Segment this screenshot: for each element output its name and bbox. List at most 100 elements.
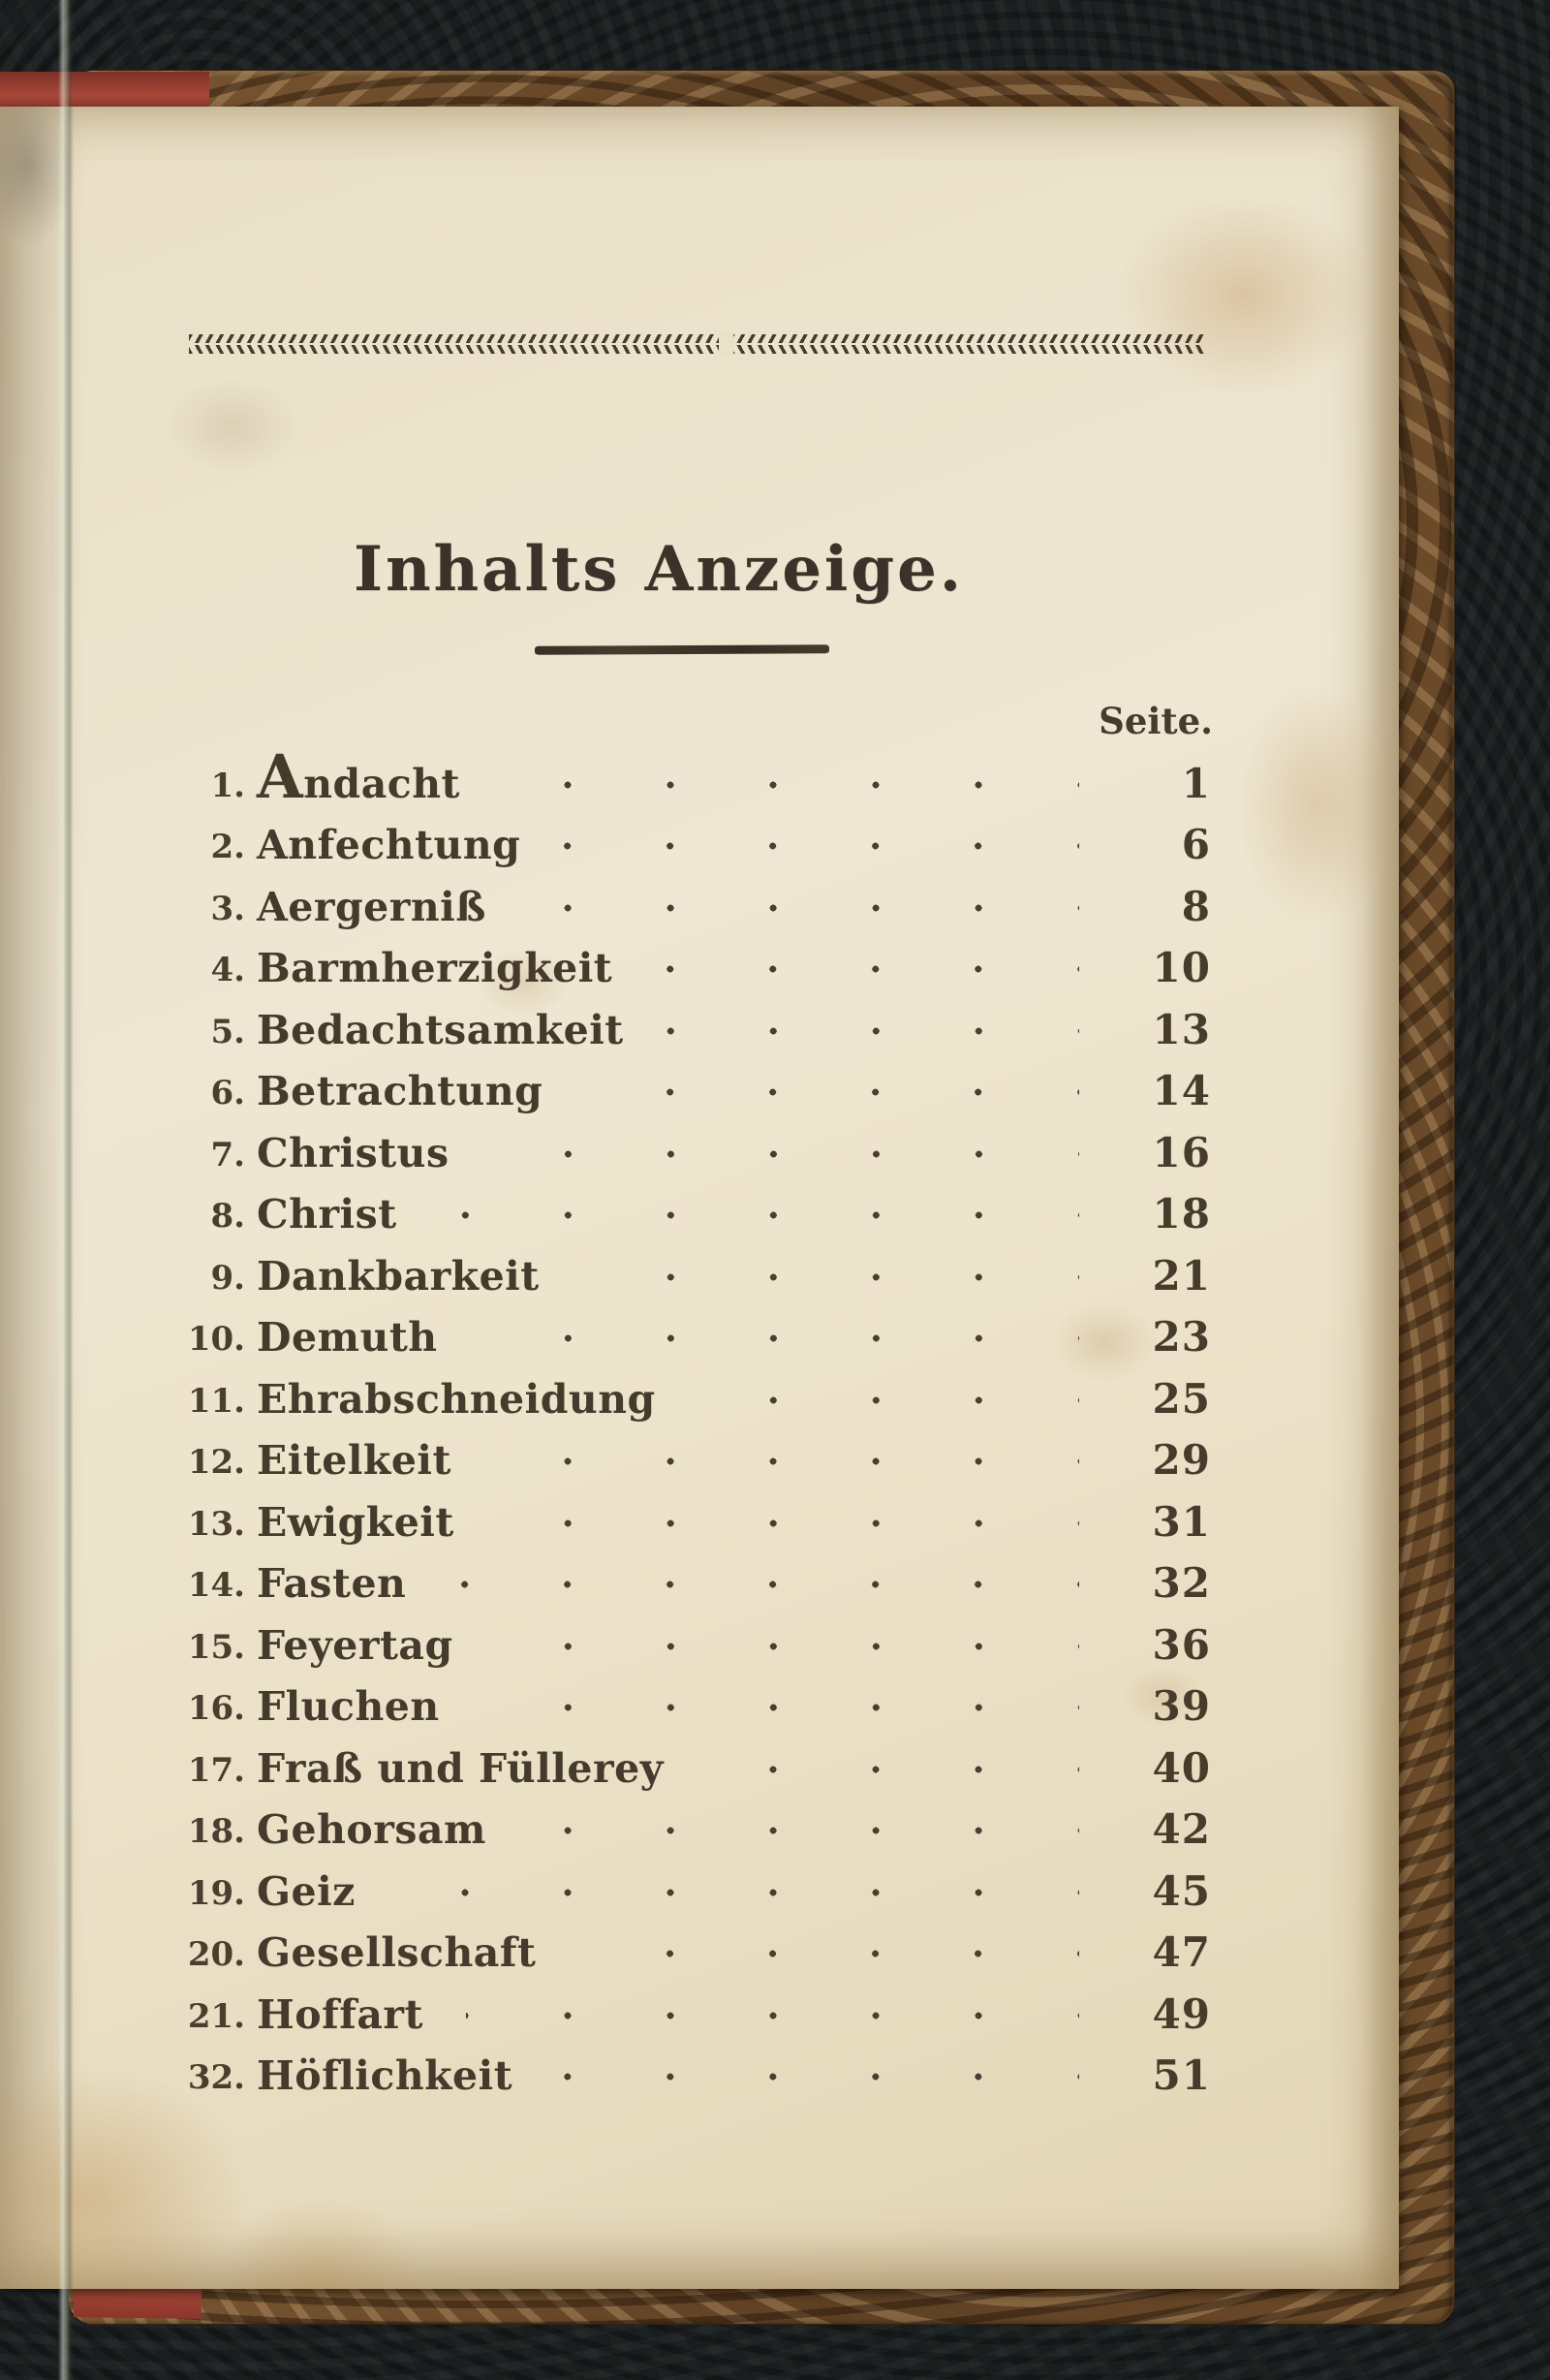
- dot-leader: [495, 1622, 1079, 1666]
- toc-entry-page: 29: [1152, 1436, 1211, 1484]
- toc-entry-label: Feyertag: [257, 1621, 453, 1669]
- dot-leader: [465, 1991, 1079, 2035]
- column-header-seite: Seite.: [1099, 700, 1213, 742]
- toc-entry-label: Höflichkeit: [257, 2052, 513, 2099]
- toc-entry-page: 45: [1152, 1866, 1211, 1915]
- toc-list: 1. Andacht 1 2. Anfechtung 6 3. Aergerniß 8 4. Bar…: [179, 740, 1211, 2099]
- toc-row: 13. Ewigkeit 31: [179, 1481, 1211, 1543]
- toc-entry-number: 11.: [187, 1381, 245, 1421]
- toc-entry-number: 15.: [187, 1627, 245, 1667]
- toc-entry-number: 17.: [187, 1750, 245, 1790]
- dot-leader: [481, 1684, 1079, 1727]
- toc-row: 14. Fasten 32: [179, 1543, 1211, 1607]
- toc-entry-page: 36: [1152, 1620, 1211, 1669]
- toc-entry-number: 6.: [210, 1074, 246, 1113]
- toc-entry-page: 6: [1181, 821, 1211, 868]
- toc-entry-label: Christ: [257, 1191, 397, 1237]
- toc-row: 1. Andacht 1: [179, 740, 1211, 812]
- toc-entry-label: Fasten: [257, 1560, 407, 1607]
- toc-entry-label: Eitelkeit: [257, 1437, 451, 1484]
- toc-entry-label: Aergerniß: [257, 883, 486, 930]
- toc-entry-label: Ehrabschneidung: [257, 1375, 656, 1423]
- toc-entry-page: 1: [1181, 759, 1211, 807]
- toc-entry-number: 32.: [187, 2058, 245, 2098]
- toc-entry-number: 3.: [210, 889, 246, 928]
- toc-entry-number: 5.: [210, 1012, 246, 1051]
- toc-entry-label: Christus: [257, 1129, 450, 1176]
- dot-leader: [578, 1930, 1079, 1973]
- toc-entry-number: 12.: [187, 1443, 245, 1483]
- toc-entry-number: 20.: [187, 1935, 245, 1975]
- toc-entry-number: 14.: [187, 1566, 245, 1606]
- toc-entry-label: Anfechtung: [257, 822, 521, 868]
- dot-leader: [585, 1069, 1079, 1112]
- dot-leader: [705, 1745, 1079, 1789]
- toc-row: 19. Geiz 45: [179, 1850, 1211, 1912]
- toc-row: 4. Barmherzigkeit 10: [179, 927, 1211, 991]
- dot-leader: [439, 1192, 1079, 1235]
- toc-entry-label: Andacht: [257, 740, 460, 812]
- toc-row: 8. Christ 18: [179, 1174, 1211, 1237]
- toc-entry-page: 39: [1152, 1682, 1211, 1730]
- toc-entry-number: 8.: [210, 1197, 246, 1237]
- page-title: Inhalts Anzeige.: [354, 533, 964, 606]
- toc-entry-label: Betrachtung: [257, 1068, 543, 1114]
- toc-entry-label: Gehorsam: [257, 1806, 486, 1853]
- toc-entry-number: 16.: [187, 1689, 245, 1729]
- toc-entry-page: 25: [1152, 1374, 1211, 1423]
- toc-entry-page: 13: [1152, 1005, 1211, 1053]
- dot-leader: [555, 2053, 1079, 2096]
- toc-entry-label: Fluchen: [257, 1683, 440, 1730]
- toc-row: 21. Hoffart 49: [179, 1973, 1211, 2035]
- toc-entry-number: 7.: [210, 1135, 246, 1174]
- toc-row: 17. Fraß und Füllerey 40: [179, 1727, 1211, 1789]
- toc-entry-page: 10: [1152, 944, 1211, 991]
- toc-entry-number: 13.: [187, 1504, 245, 1544]
- toc-entry-page: 31: [1152, 1497, 1211, 1546]
- dot-leader: [502, 761, 1079, 804]
- toc-row: 7. Christus 16: [179, 1112, 1211, 1174]
- dot-leader: [491, 1130, 1079, 1174]
- toc-row: 10. Demuth 23: [179, 1297, 1211, 1361]
- toc-entry-page: 32: [1152, 1559, 1211, 1607]
- toc-entry-page: 18: [1152, 1190, 1211, 1237]
- toc-entry-label: Gesellschaft: [257, 1929, 537, 1976]
- toc-row: 5. Bedachtsamkeit 13: [179, 988, 1211, 1050]
- toc-row: 9. Dankbarkeit 21: [179, 1235, 1211, 1297]
- toc-entry-label: Hoffart: [257, 1990, 423, 2038]
- toc-entry-number: 10.: [187, 1320, 245, 1360]
- dot-leader: [480, 1315, 1079, 1358]
- title-block: Inhalts Anzeige.: [58, 533, 1259, 606]
- toc-entry-page: 16: [1152, 1128, 1211, 1176]
- toc-entry-page: 51: [1152, 2051, 1211, 2099]
- toc-entry-number: 1.: [210, 766, 246, 805]
- toc-entry-number: 19.: [187, 1873, 245, 1913]
- ornamental-rule-gap: [719, 332, 733, 356]
- toc-row: 3. Aergerniß 8: [179, 865, 1211, 927]
- dot-leader: [563, 823, 1079, 865]
- toc-row: 6. Betrachtung 14: [179, 1050, 1211, 1112]
- toc-row: 32. Höflichkeit 51: [179, 2035, 1211, 2099]
- toc-entry-label: Barmherzigkeit: [257, 945, 613, 991]
- toc-entry-page: 23: [1152, 1313, 1211, 1361]
- dot-leader: [528, 1807, 1079, 1850]
- toc-rows: 1. Andacht 1 2. Anfechtung 6 3. Aergerniß 8 4. Bar…: [179, 740, 1211, 2099]
- toc-entry-page: 14: [1152, 1067, 1211, 1114]
- toc-row: 2. Anfechtung 6: [179, 804, 1211, 868]
- dot-leader: [496, 1499, 1079, 1543]
- cover-edge-red-bottom: [73, 2284, 202, 2319]
- toc-row: 20. Gesellschaft 47: [179, 1912, 1211, 1976]
- toc-entry-page: 21: [1152, 1251, 1211, 1300]
- toc-entry-label: Fraß und Füllerey: [257, 1744, 664, 1792]
- toc-entry-page: 40: [1152, 1743, 1211, 1792]
- toc-entry-page: 47: [1152, 1928, 1211, 1976]
- toc-entry-number: 2.: [210, 828, 246, 867]
- dot-leader: [698, 1376, 1079, 1420]
- toc-row: 16. Fluchen 39: [179, 1666, 1211, 1730]
- title-underline: [534, 644, 830, 655]
- toc-entry-page: 8: [1181, 882, 1211, 930]
- dot-leader: [581, 1253, 1079, 1297]
- dot-leader: [666, 1007, 1079, 1050]
- dot-leader: [449, 1561, 1079, 1604]
